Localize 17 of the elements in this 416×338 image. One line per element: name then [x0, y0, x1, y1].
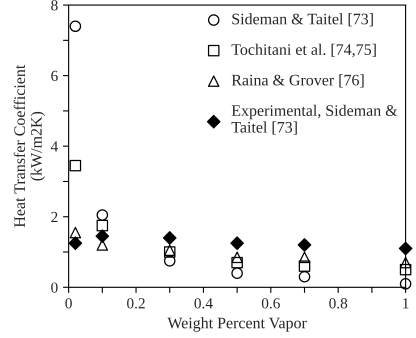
x-tick-label: 0.8	[329, 298, 348, 309]
legend-label: Sideman & Taitel [73]	[232, 13, 373, 26]
y-tick-label: 8	[51, 0, 58, 11]
x-tick-label: 0.6	[262, 298, 280, 309]
x-tick-label: 0.4	[194, 298, 213, 309]
x-tick-label: 0	[65, 298, 72, 308]
y-axis-title: Heat Transfer Coefficient (kW/m2K)	[14, 64, 46, 228]
y-tick-label: 6	[51, 70, 58, 82]
y-tick-label: 2	[51, 212, 58, 222]
y-tick-label: 4	[50, 141, 58, 152]
x-tick-label: 0.2	[127, 298, 145, 309]
legend-label: Experimental, Sideman & Taitel [73]	[232, 104, 398, 135]
x-tick-label: 1	[403, 298, 409, 308]
y-tick-label: 0	[51, 282, 58, 293]
x-axis-title: Weight Percent Vapor	[167, 317, 307, 332]
legend-label: Tochitani et al. [74,75]	[232, 44, 376, 58]
legend-label: Raina & Grover [76]	[232, 74, 364, 88]
